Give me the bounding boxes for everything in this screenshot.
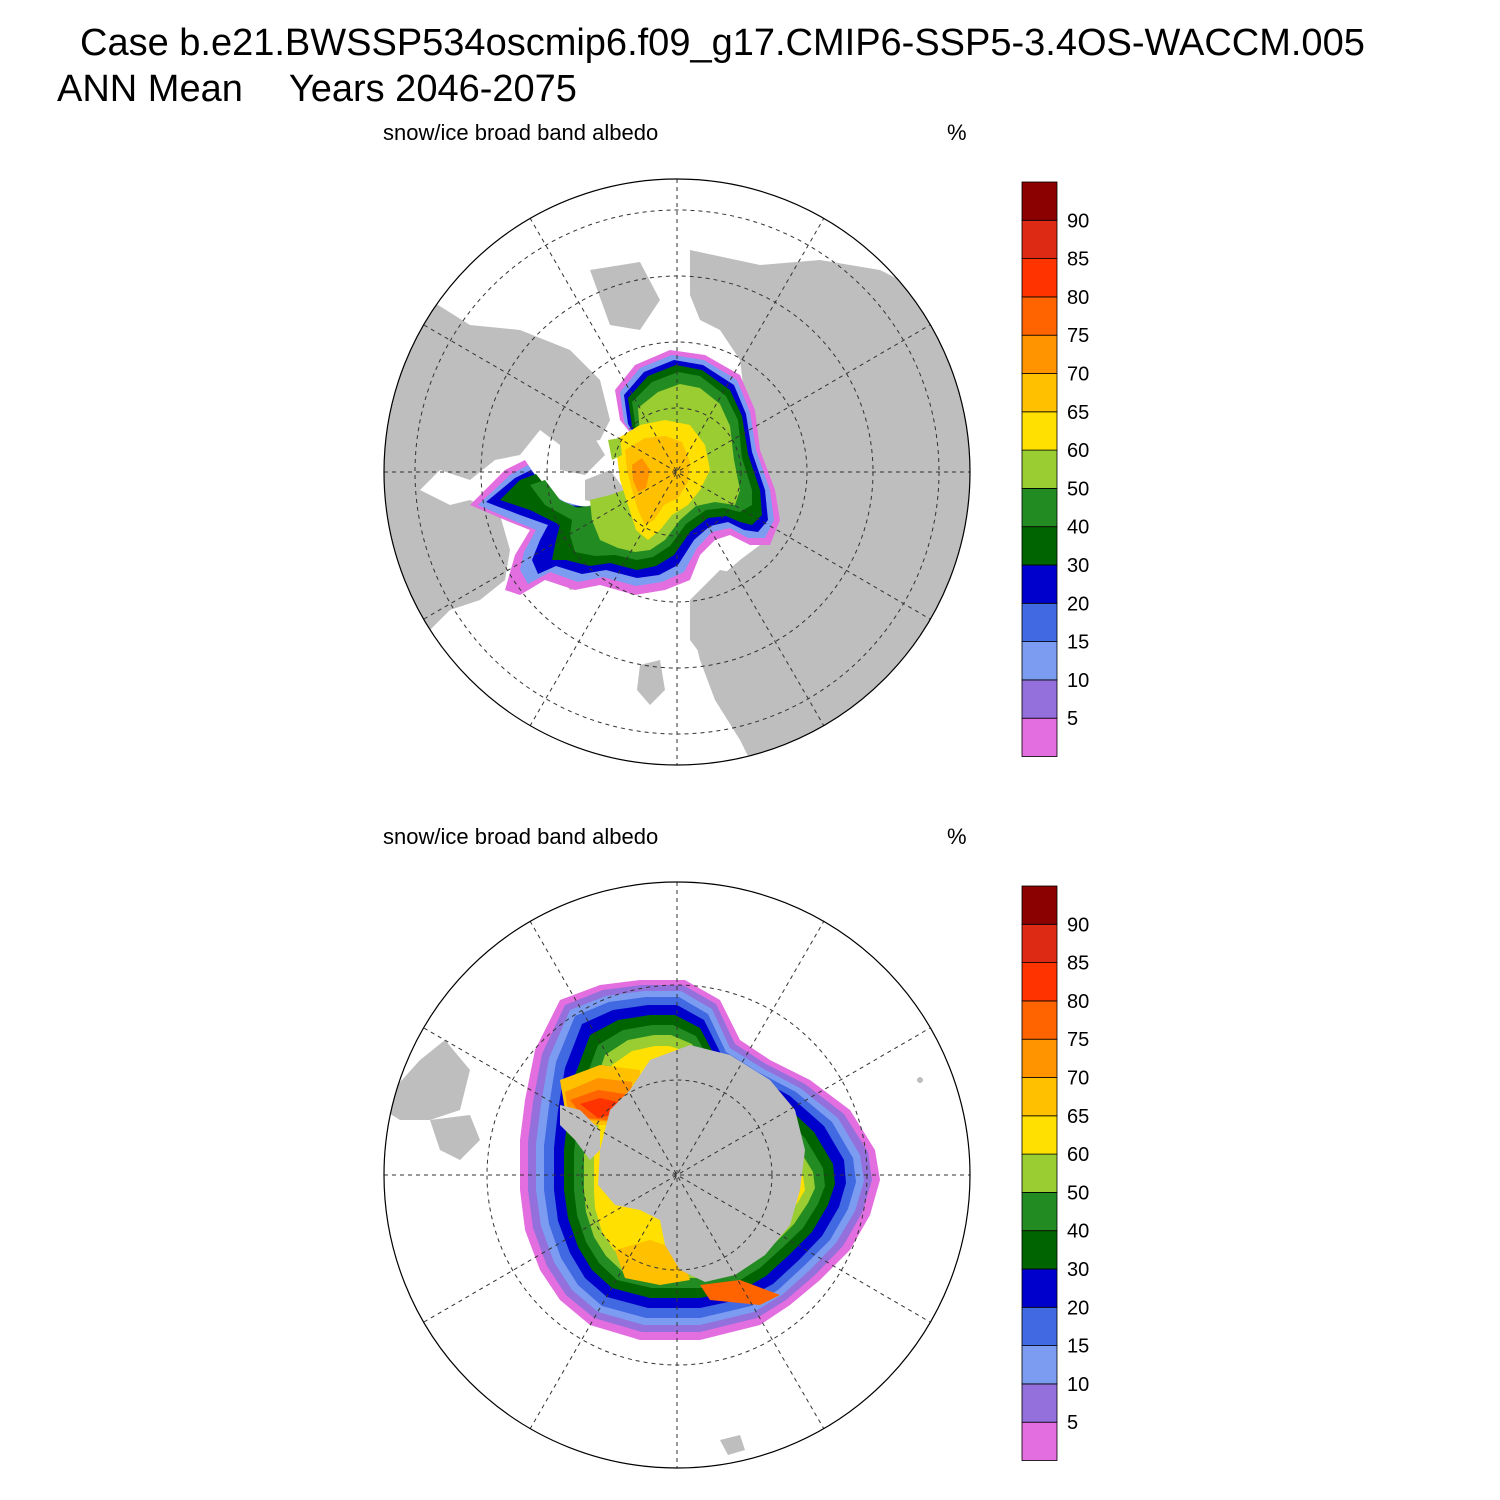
south-colorbar-swatch <box>1021 1153 1058 1193</box>
south-colorbar-label: 5 <box>1067 1412 1078 1434</box>
south-colorbar: 5 10 15 20 30 40 50 60 65 70 75 80 85 90 <box>1021 885 1089 1461</box>
south-colorbar-swatch <box>1021 1345 1058 1385</box>
north-colorbar-label: 50 <box>1067 478 1089 500</box>
north-colorbar-label: 40 <box>1067 517 1089 539</box>
north-colorbar-swatch <box>1021 258 1058 298</box>
north-colorbar-swatch <box>1021 449 1058 489</box>
south-colorbar-label: 20 <box>1067 1297 1089 1319</box>
north-colorbar-label: 75 <box>1067 325 1089 347</box>
south-colorbar-label: 75 <box>1067 1029 1089 1051</box>
north-colorbar-swatch <box>1021 411 1058 451</box>
north-colorbar-swatch <box>1021 526 1058 566</box>
south-colorbar-swatch <box>1021 1077 1058 1117</box>
north-colorbar-label: 10 <box>1067 670 1089 692</box>
north-colorbar-label: 60 <box>1067 440 1089 462</box>
south-colorbar-swatch <box>1021 962 1058 1002</box>
north-colorbar-swatch <box>1021 602 1058 642</box>
south-colorbar-label: 50 <box>1067 1182 1089 1204</box>
south-colorbar-swatch <box>1021 1421 1058 1461</box>
south-colorbar-swatch <box>1021 923 1058 963</box>
south-colorbar-swatch <box>1021 1230 1058 1270</box>
north-polar-map <box>383 178 971 766</box>
case-title: Case b.e21.BWSSP534oscmip6.f09_g17.CMIP6… <box>80 22 1365 64</box>
season-years-line: ANN Mean Years 2046-2075 <box>57 70 577 108</box>
south-colorbar-label: 70 <box>1067 1068 1089 1090</box>
north-map-border <box>383 178 971 766</box>
north-colorbar-label: 15 <box>1067 632 1089 654</box>
south-colorbar-label: 30 <box>1067 1259 1089 1281</box>
south-colorbar-swatch <box>1021 1000 1058 1040</box>
north-sea-ice <box>470 350 780 595</box>
north-colorbar-label: 65 <box>1067 402 1089 424</box>
south-land <box>384 1040 923 1455</box>
south-colorbar-swatch <box>1021 1192 1058 1232</box>
north-colorbar-label: 20 <box>1067 593 1089 615</box>
north-colorbar-swatch <box>1021 373 1058 413</box>
south-panel-title: snow/ice broad band albedo <box>383 824 659 849</box>
north-colorbar-label: 80 <box>1067 287 1089 309</box>
north-graticule <box>384 179 970 765</box>
north-colorbar-swatch <box>1021 296 1058 336</box>
north-colorbar-label: 70 <box>1067 364 1089 386</box>
north-colorbar-swatch <box>1021 219 1058 260</box>
north-colorbar-swatch <box>1021 181 1058 221</box>
south-colorbar-label: 10 <box>1067 1374 1089 1396</box>
north-colorbar-label: 30 <box>1067 555 1089 577</box>
south-colorbar-label: 80 <box>1067 991 1089 1013</box>
south-graticule <box>384 882 970 1468</box>
north-colorbar-label: 5 <box>1067 708 1078 730</box>
north-colorbar-label: 90 <box>1067 210 1089 232</box>
south-polar-map <box>383 881 971 1469</box>
north-panel-title: snow/ice broad band albedo <box>383 120 659 145</box>
north-colorbar-swatch <box>1021 679 1058 719</box>
south-colorbar-label: 65 <box>1067 1106 1089 1128</box>
north-colorbar-swatch <box>1021 334 1058 374</box>
south-colorbar-swatch <box>1021 885 1058 925</box>
south-colorbar-label: 90 <box>1067 914 1089 936</box>
south-colorbar-label: 40 <box>1067 1221 1089 1243</box>
south-colorbar-swatch <box>1021 1306 1058 1347</box>
north-panel-units: % <box>947 120 967 145</box>
south-colorbar-label: 15 <box>1067 1336 1089 1358</box>
north-colorbar-swatch <box>1021 487 1058 528</box>
north-colorbar-swatch <box>1021 564 1058 604</box>
season-label: ANN Mean <box>57 68 243 110</box>
south-map-border <box>383 881 971 1469</box>
south-colorbar-label: 85 <box>1067 953 1089 975</box>
south-colorbar-swatch <box>1021 1038 1058 1078</box>
north-colorbar-label: 85 <box>1067 249 1089 271</box>
north-colorbar: 5 10 15 20 30 40 50 60 65 70 75 80 85 90 <box>1021 181 1089 757</box>
south-colorbar-label: 60 <box>1067 1144 1089 1166</box>
north-colorbar-swatch <box>1021 641 1058 681</box>
south-colorbar-swatch <box>1021 1115 1058 1155</box>
north-colorbar-swatch <box>1021 717 1058 757</box>
south-panel-units: % <box>947 824 967 849</box>
south-colorbar-swatch <box>1021 1268 1058 1308</box>
years-label: Years 2046-2075 <box>288 68 577 110</box>
south-colorbar-swatch <box>1021 1383 1058 1423</box>
